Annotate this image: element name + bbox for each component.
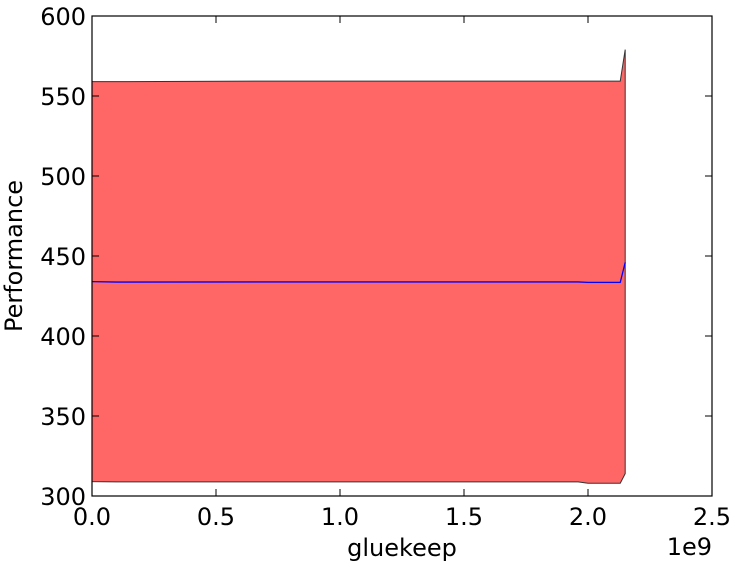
y-axis-label: Performance <box>0 180 28 332</box>
y-tick-label: 400 <box>40 323 86 351</box>
y-tick-label: 450 <box>40 243 86 271</box>
y-tick-label: 300 <box>40 483 86 511</box>
ticklabel-layer: 0.0 0.5 1.0 1.5 2.0 2.5 300 350 400 450 500 550 600 <box>40 3 731 531</box>
x-axis-label: gluekeep <box>347 534 457 562</box>
line-layer <box>91 262 626 284</box>
band-layer <box>91 49 626 484</box>
y-tick-label: 500 <box>40 163 86 191</box>
x-tick-label: 1.0 <box>321 503 359 531</box>
x-tick-label: 1.5 <box>445 503 483 531</box>
y-tick-label: 550 <box>40 83 86 111</box>
x-tick-label: 0.0 <box>73 503 111 531</box>
x-offset-label: 1e9 <box>667 533 712 561</box>
x-tick-label: 2.5 <box>693 503 731 531</box>
y-tick-label: 350 <box>40 403 86 431</box>
mean-line <box>91 262 626 284</box>
x-tick-label: 0.5 <box>197 503 235 531</box>
confidence-band <box>91 49 626 484</box>
y-tick-label: 600 <box>40 3 86 31</box>
x-tick-label: 2.0 <box>569 503 607 531</box>
tick-layer <box>91 15 713 497</box>
